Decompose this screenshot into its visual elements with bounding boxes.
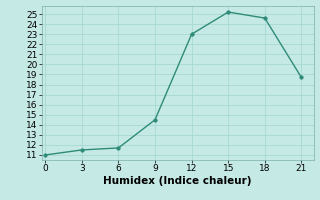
X-axis label: Humidex (Indice chaleur): Humidex (Indice chaleur) [103,176,252,186]
